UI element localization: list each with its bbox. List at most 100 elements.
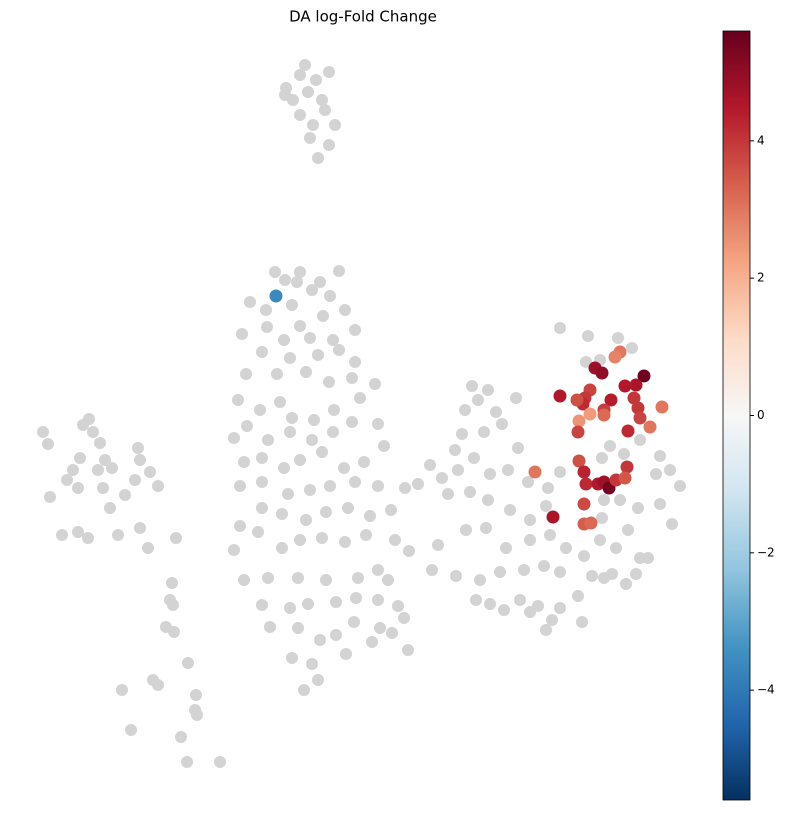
point <box>316 94 328 106</box>
point <box>260 304 272 316</box>
point <box>170 532 182 544</box>
point <box>304 132 316 144</box>
point <box>349 476 361 488</box>
point <box>238 574 250 586</box>
point <box>319 104 331 116</box>
chart-title: DA log-Fold Change <box>289 8 437 26</box>
point <box>510 392 522 404</box>
point <box>346 416 358 428</box>
point <box>450 570 462 582</box>
point <box>482 384 494 396</box>
point <box>82 532 94 544</box>
point <box>284 426 296 438</box>
colorbar-tick-label: 4 <box>757 133 765 147</box>
point <box>442 488 454 500</box>
point <box>468 452 480 464</box>
point <box>152 679 164 691</box>
point <box>269 266 281 278</box>
colored-point <box>608 350 622 364</box>
point <box>459 404 471 416</box>
point <box>256 452 268 464</box>
point <box>262 572 274 584</box>
point <box>330 629 342 641</box>
point <box>598 494 610 506</box>
point <box>317 310 329 322</box>
point <box>37 426 49 438</box>
colored-point <box>553 389 567 403</box>
point <box>524 514 536 526</box>
point <box>314 634 326 646</box>
point <box>282 488 294 500</box>
point <box>278 462 290 474</box>
point <box>436 472 448 484</box>
colored-point <box>620 460 634 474</box>
point <box>554 566 566 578</box>
point <box>330 596 342 608</box>
colored-point <box>637 369 651 383</box>
point <box>342 502 354 514</box>
point <box>512 442 524 454</box>
point <box>304 484 316 496</box>
point <box>312 674 324 686</box>
point <box>470 594 482 606</box>
point <box>464 486 476 498</box>
point <box>308 414 320 426</box>
point <box>166 577 178 589</box>
point <box>61 474 73 486</box>
colorbar-tick-label: 0 <box>757 408 765 422</box>
point <box>494 566 506 578</box>
point <box>99 454 111 466</box>
point <box>291 276 303 288</box>
point <box>256 476 268 488</box>
point <box>654 498 666 510</box>
point <box>333 265 345 277</box>
point <box>271 368 283 380</box>
point <box>360 529 372 541</box>
point <box>316 446 328 458</box>
point <box>378 440 390 452</box>
point <box>674 480 686 492</box>
point <box>522 476 534 488</box>
point <box>350 592 362 604</box>
point <box>279 274 291 286</box>
point <box>294 454 306 466</box>
point <box>424 459 436 471</box>
point <box>502 464 514 476</box>
point <box>484 468 496 480</box>
point <box>620 578 632 590</box>
point <box>306 434 318 446</box>
point <box>104 502 116 514</box>
point <box>168 626 180 638</box>
colored-point <box>579 477 593 491</box>
point <box>292 572 304 584</box>
point <box>278 334 290 346</box>
point <box>333 344 345 356</box>
point <box>262 434 274 446</box>
point <box>654 450 666 462</box>
colored-point <box>570 393 584 407</box>
point <box>594 534 606 546</box>
point <box>650 468 662 480</box>
point <box>496 418 508 430</box>
point <box>304 332 316 344</box>
point <box>354 392 366 404</box>
point <box>542 482 554 494</box>
point <box>119 489 131 501</box>
colored-point <box>643 420 657 434</box>
point <box>596 452 608 464</box>
colored-point <box>627 391 641 405</box>
point <box>254 404 266 416</box>
point <box>372 564 384 576</box>
point <box>554 602 566 614</box>
point <box>294 320 306 332</box>
point <box>299 59 311 71</box>
colored-point <box>577 465 591 479</box>
point <box>358 456 370 468</box>
point <box>274 396 286 408</box>
point <box>596 512 608 524</box>
point <box>72 482 84 494</box>
point <box>279 89 291 101</box>
point <box>264 621 276 633</box>
point <box>540 500 552 512</box>
point <box>478 426 490 438</box>
